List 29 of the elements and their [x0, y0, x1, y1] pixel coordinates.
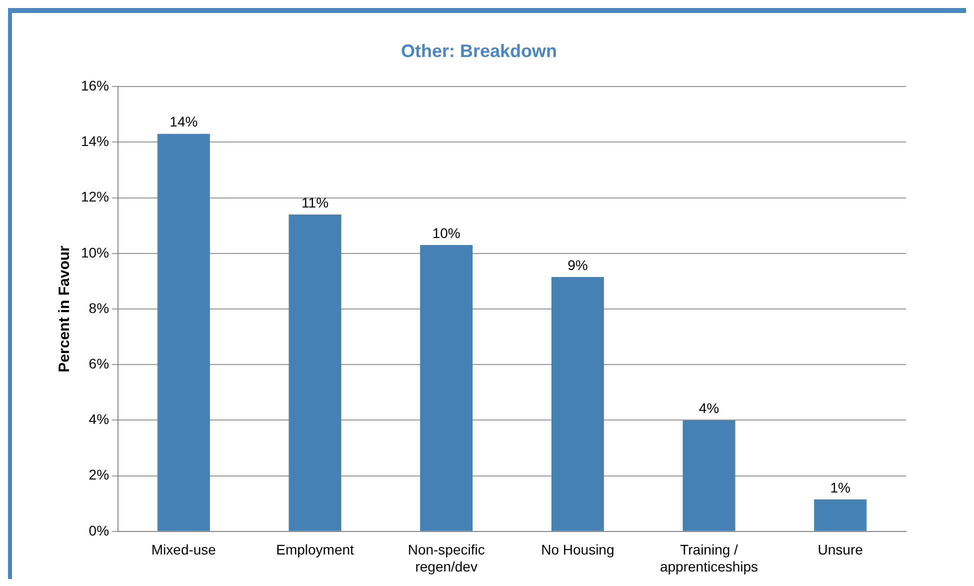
- y-tick-label: 10%: [80, 244, 110, 260]
- y-axis-title: Percent in Favour: [56, 245, 74, 372]
- y-tick-label: 4%: [88, 411, 110, 428]
- data-label: 11%: [302, 194, 329, 210]
- y-tick-label: 12%: [80, 188, 110, 205]
- bar: [157, 134, 210, 531]
- bar: [551, 277, 604, 531]
- x-tick-label: No Housing: [541, 542, 614, 558]
- bar: [288, 214, 342, 531]
- bar: [814, 499, 867, 531]
- x-tick-label: Employment: [276, 542, 354, 558]
- y-tick-label: 14%: [80, 133, 110, 150]
- data-label: 14%: [170, 114, 198, 130]
- y-tick-label: 2%: [88, 466, 110, 483]
- x-tick-label: Mixed-use: [151, 542, 216, 558]
- x-tick-label: Training / apprenticeships: [660, 542, 758, 574]
- data-label: 4%: [698, 400, 720, 416]
- y-tick-label: 0%: [88, 522, 110, 538]
- y-tick-label: 8%: [88, 300, 110, 316]
- x-tick-label: Non-specific regen/dev: [408, 542, 485, 574]
- chart-title: Other: Breakdown: [400, 40, 558, 61]
- data-label: 1%: [830, 479, 850, 496]
- y-tick-label: 6%: [88, 355, 110, 372]
- x-tick-label: Unsure: [818, 542, 864, 558]
- data-label: 10%: [432, 224, 460, 241]
- bar: [682, 420, 736, 531]
- bar: [420, 245, 473, 531]
- y-tick-label: 16%: [80, 77, 110, 94]
- data-label: 9%: [568, 256, 588, 273]
